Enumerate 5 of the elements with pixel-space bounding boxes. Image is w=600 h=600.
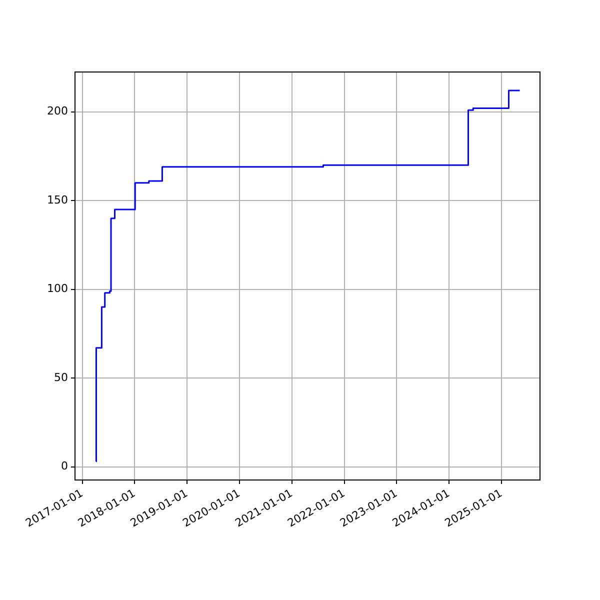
y-tick-label: 100: [47, 282, 68, 296]
y-tick-label: 150: [47, 193, 68, 206]
y-tick-label: 0: [61, 460, 68, 473]
y-tick-label: 50: [54, 370, 68, 384]
y-tick-label: 200: [47, 104, 68, 118]
